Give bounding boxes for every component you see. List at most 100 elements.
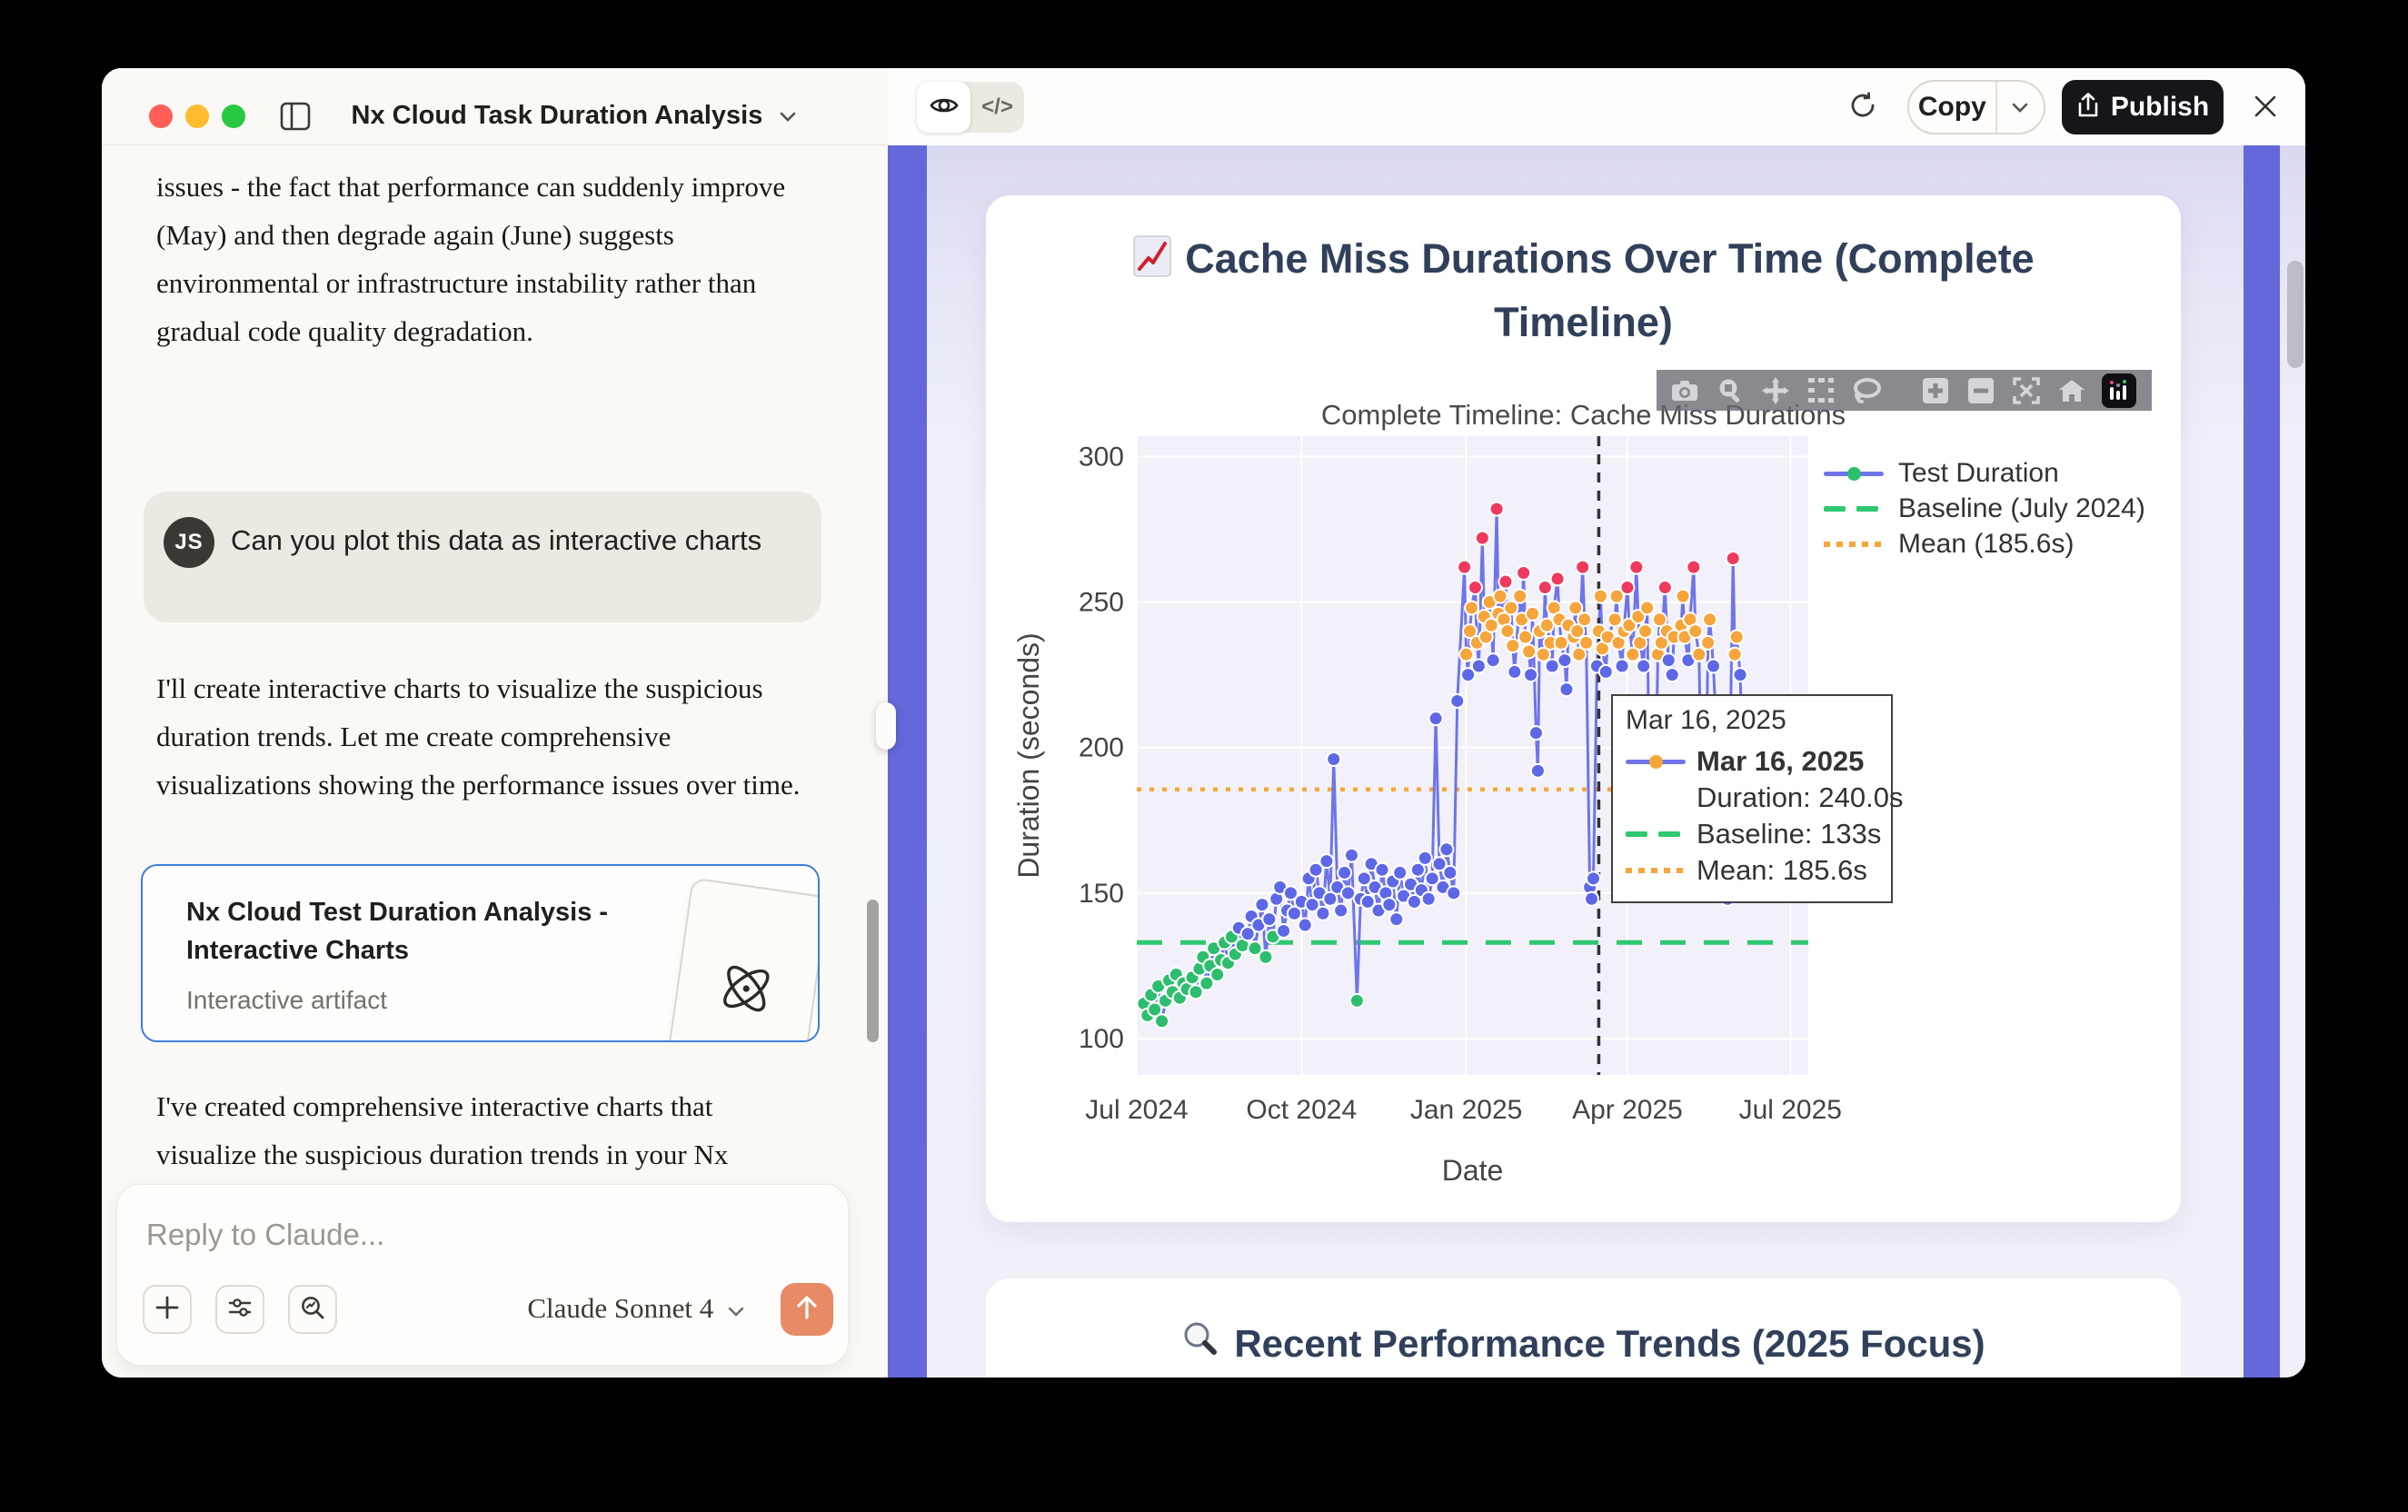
legend-item-baseline[interactable]: Baseline (July 2024) bbox=[1824, 491, 2169, 526]
artifact-thumbnail bbox=[662, 877, 818, 1040]
artifact-accent-bar-right bbox=[2244, 145, 2280, 1378]
lasso-icon[interactable] bbox=[1844, 370, 1889, 411]
conversation-title[interactable]: Nx Cloud Task Duration Analysis bbox=[320, 101, 829, 131]
publish-label: Publish bbox=[2110, 92, 2210, 122]
tooltip-point-date: Mar 16, 2025 bbox=[1697, 745, 1865, 777]
artifact-header: </> Copy bbox=[888, 68, 2305, 145]
copy-button-divider bbox=[1995, 82, 1997, 133]
artifact-accent-bar-left bbox=[888, 145, 927, 1378]
magnifier-icon bbox=[1181, 1320, 1219, 1368]
artifact-card-subtitle: Interactive artifact bbox=[186, 986, 387, 1014]
code-icon: </> bbox=[981, 94, 1013, 119]
close-artifact-button[interactable] bbox=[2247, 90, 2284, 126]
chat-header: Nx Cloud Task Duration Analysis bbox=[102, 68, 888, 145]
svg-text:Jul 2024: Jul 2024 bbox=[1085, 1095, 1188, 1125]
green-dash-symbol bbox=[1824, 505, 1884, 512]
panel-resize-handle[interactable] bbox=[876, 702, 896, 750]
window-close-button[interactable] bbox=[149, 104, 173, 128]
model-selector[interactable]: Claude Sonnet 4 bbox=[517, 1292, 744, 1325]
legend-label: Mean (185.6s) bbox=[1898, 528, 2075, 559]
conversation-title-text: Nx Cloud Task Duration Analysis bbox=[351, 101, 763, 130]
chevron-down-icon bbox=[779, 101, 797, 131]
sliders-icon bbox=[227, 1295, 253, 1325]
trends-card: Recent Performance Trends (2025 Focus) bbox=[986, 1278, 2181, 1378]
camera-icon[interactable] bbox=[1662, 370, 1707, 411]
orange-dots-symbol bbox=[1626, 868, 1686, 873]
legend-label: Baseline (July 2024) bbox=[1898, 492, 2145, 523]
user-message-bubble: JS Can you plot this data as interactive… bbox=[144, 492, 821, 622]
trends-title: Recent Performance Trends (2025 Focus) bbox=[986, 1320, 2181, 1368]
trends-title-text: Recent Performance Trends (2025 Focus) bbox=[1234, 1322, 1985, 1365]
refresh-button[interactable] bbox=[1844, 88, 1882, 126]
chart-title-line1: Cache Miss Durations Over Time (Complete bbox=[1185, 235, 2035, 282]
assistant-paragraph: I'll create interactive charts to visual… bbox=[156, 672, 801, 801]
svg-text:300: 300 bbox=[1079, 442, 1124, 472]
zoom-out-icon[interactable] bbox=[1958, 370, 2004, 411]
svg-text:Date: Date bbox=[1442, 1154, 1504, 1187]
artifact-card-title: Nx Cloud Test Duration Analysis - Intera… bbox=[186, 898, 609, 965]
tooltip-axis-date: Mar 16, 2025 bbox=[1626, 705, 1786, 735]
research-button[interactable] bbox=[288, 1285, 337, 1334]
plotly-modebar bbox=[1657, 370, 2152, 411]
chat-scrollbar[interactable] bbox=[867, 900, 879, 1042]
user-avatar: JS bbox=[164, 517, 214, 568]
copy-dropdown-button[interactable] bbox=[1997, 102, 2044, 114]
svg-text:Apr 2025: Apr 2025 bbox=[1572, 1095, 1683, 1125]
window-minimize-button[interactable] bbox=[185, 104, 209, 128]
assistant-paragraph: issues - the fact that performance can s… bbox=[156, 171, 786, 347]
artifact-preview-card[interactable]: Nx Cloud Test Duration Analysis - Intera… bbox=[141, 864, 820, 1042]
user-message-text: Can you plot this data as interactive ch… bbox=[231, 524, 762, 556]
atom-icon bbox=[710, 952, 782, 1029]
svg-text:Duration (seconds): Duration (seconds) bbox=[1012, 632, 1045, 878]
svg-text:150: 150 bbox=[1079, 879, 1124, 909]
svg-text:Jan 2025: Jan 2025 bbox=[1410, 1095, 1522, 1125]
attach-button[interactable] bbox=[143, 1285, 192, 1334]
svg-text:Oct 2024: Oct 2024 bbox=[1246, 1095, 1357, 1125]
box-select-icon[interactable] bbox=[1798, 370, 1844, 411]
model-name: Claude Sonnet 4 bbox=[527, 1292, 714, 1324]
hover-tooltip: Mar 16, 2025 Mar 16, 2025 Duration: 240.… bbox=[1611, 694, 1903, 903]
code-toggle-button[interactable]: </> bbox=[970, 82, 1024, 133]
zoom-icon[interactable] bbox=[1707, 370, 1753, 411]
send-button[interactable] bbox=[781, 1283, 833, 1336]
refresh-icon bbox=[1848, 91, 1877, 124]
sidebar-toggle-icon[interactable] bbox=[280, 101, 311, 132]
tools-button[interactable] bbox=[215, 1285, 264, 1334]
chart-legend: Test Duration Baseline (July 2024) Mean … bbox=[1824, 455, 2169, 562]
reset-home-icon[interactable] bbox=[2049, 370, 2095, 411]
tooltip-baseline: Baseline: 133s bbox=[1697, 818, 1882, 850]
legend-item-test-duration[interactable]: Test Duration bbox=[1824, 455, 2169, 491]
orange-dots-symbol bbox=[1824, 541, 1884, 547]
legend-label: Test Duration bbox=[1898, 457, 2059, 488]
chart-title: Cache Miss Durations Over Time (Complete… bbox=[986, 230, 2181, 352]
chart-increasing-icon bbox=[1132, 234, 1172, 293]
tooltip-duration: Duration: 240.0s bbox=[1697, 781, 1904, 813]
chart-card: Cache Miss Durations Over Time (Complete… bbox=[986, 195, 2181, 1222]
reply-composer[interactable]: Reply to Claude... Cla bbox=[116, 1184, 849, 1366]
green-dash-symbol bbox=[1626, 831, 1686, 837]
preview-code-toggle: </> bbox=[917, 82, 1024, 133]
timeline-chart-plot[interactable]: 100 150 200 250 300 Jul 2024 Oct 2024 Jan 2025 A… bbox=[986, 195, 2181, 1222]
pan-icon[interactable] bbox=[1753, 370, 1798, 411]
reply-input[interactable]: Reply to Claude... bbox=[146, 1218, 385, 1251]
app-window: Nx Cloud Task Duration Analysis issues -… bbox=[102, 68, 2305, 1378]
legend-item-mean[interactable]: Mean (185.6s) bbox=[1824, 526, 2169, 562]
artifact-scrollbar[interactable] bbox=[2287, 261, 2304, 368]
search-trend-icon bbox=[300, 1295, 325, 1325]
autoscale-icon[interactable] bbox=[2004, 370, 2049, 411]
svg-text:200: 200 bbox=[1079, 733, 1124, 763]
close-icon bbox=[2252, 93, 2279, 124]
tooltip-mean: Mean: 185.6s bbox=[1697, 854, 1867, 886]
zoom-in-icon[interactable] bbox=[1913, 370, 1958, 411]
svg-text:Jul 2025: Jul 2025 bbox=[1739, 1095, 1842, 1125]
window-zoom-button[interactable] bbox=[222, 104, 245, 128]
preview-toggle-button[interactable] bbox=[917, 82, 970, 133]
chat-panel: Nx Cloud Task Duration Analysis issues -… bbox=[102, 68, 888, 1378]
arrow-up-icon bbox=[794, 1294, 820, 1326]
publish-button[interactable]: Publish bbox=[2062, 80, 2224, 134]
copy-button[interactable]: Copy bbox=[1917, 92, 1986, 122]
eye-icon bbox=[929, 94, 959, 121]
chart-title-line2: Timeline) bbox=[1494, 299, 1673, 345]
plotly-logo-icon[interactable] bbox=[2102, 373, 2136, 408]
